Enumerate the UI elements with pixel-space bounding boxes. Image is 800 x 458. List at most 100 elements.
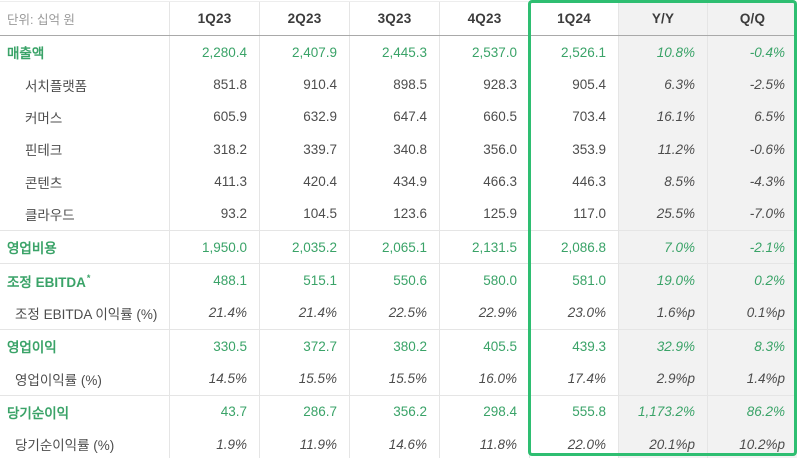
- cell-qq: -2.1%: [708, 231, 797, 264]
- cell-qq: 0.1%p: [708, 296, 797, 330]
- table-row: 영업이익률 (%) 14.5% 15.5% 15.5% 16.0% 17.4% 2.9%p 1…: [0, 362, 797, 395]
- row-label-text: 매출액: [7, 46, 45, 62]
- table-row: 커머스 605.9 632.9 647.4 660.5 703.4 16.1% 6.5%: [0, 100, 797, 134]
- row-label: 매출액: [0, 36, 170, 69]
- cell-2q23: 420.4: [260, 165, 350, 198]
- row-label: 영업비용: [0, 231, 170, 264]
- column-header-2q23: 2Q23: [260, 2, 350, 35]
- cell-2q23: 515.1: [260, 264, 350, 297]
- cell-1q23: 851.8: [170, 68, 260, 101]
- cell-3q23: 356.2: [350, 395, 440, 429]
- table-row: 영업이익 330.5 372.7 380.2 405.5 439.3 32.9% 8.3%: [0, 329, 797, 363]
- unit-label: 단위: 십억 원: [0, 2, 170, 35]
- cell-2q23: 286.7: [260, 395, 350, 429]
- row-label: 조정 EBITDA 이익률 (%): [0, 296, 170, 330]
- cell-2q23: 2,407.9: [260, 36, 350, 69]
- table-row: 핀테크 318.2 339.7 340.8 356.0 353.9 11.2% -0.6%: [0, 133, 797, 166]
- cell-2q23: 21.4%: [260, 296, 350, 330]
- cell-yy: 19.0%: [619, 264, 708, 297]
- cell-1q24: 905.4: [530, 68, 619, 101]
- row-label-text: 조정 EBITDA*: [7, 273, 91, 290]
- cell-1q24: 22.0%: [530, 428, 619, 458]
- cell-4q23: 580.0: [440, 264, 530, 297]
- cell-4q23: 928.3: [440, 68, 530, 101]
- cell-1q24: 439.3: [530, 330, 619, 363]
- cell-2q23: 339.7: [260, 133, 350, 166]
- cell-3q23: 14.6%: [350, 428, 440, 458]
- cell-3q23: 15.5%: [350, 362, 440, 395]
- cell-4q23: 660.5: [440, 100, 530, 134]
- row-label-text: 당기순이익: [7, 405, 70, 421]
- cell-qq: 0.2%: [708, 264, 797, 297]
- cell-4q23: 16.0%: [440, 362, 530, 395]
- cell-qq: -0.4%: [708, 36, 797, 69]
- cell-1q23: 93.2: [170, 197, 260, 231]
- column-header-yy: Y/Y: [619, 2, 708, 35]
- row-label-text: 콘텐츠: [25, 175, 63, 191]
- cell-4q23: 298.4: [440, 395, 530, 429]
- row-label: 영업이익: [0, 330, 170, 363]
- cell-1q23: 488.1: [170, 264, 260, 297]
- cell-3q23: 123.6: [350, 197, 440, 231]
- cell-3q23: 550.6: [350, 264, 440, 297]
- cell-1q23: 318.2: [170, 133, 260, 166]
- table-row: 조정 EBITDA* 488.1 515.1 550.6 580.0 581.0 19.0%…: [0, 263, 797, 297]
- cell-yy: 32.9%: [619, 330, 708, 363]
- cell-1q24: 2,526.1: [530, 36, 619, 69]
- row-label-text: 영업비용: [7, 241, 57, 257]
- table-row: 영업비용 1,950.0 2,035.2 2,065.1 2,131.5 2,086.8 7…: [0, 230, 797, 264]
- table-row: 당기순이익률 (%) 1.9% 11.9% 14.6% 11.8% 22.0% 20.1%p…: [0, 428, 797, 458]
- cell-yy: 20.1%p: [619, 428, 708, 458]
- row-label: 조정 EBITDA*: [0, 264, 170, 297]
- cell-3q23: 898.5: [350, 68, 440, 101]
- footnote-asterisk: *: [86, 273, 91, 284]
- cell-1q24: 353.9: [530, 133, 619, 166]
- cell-3q23: 380.2: [350, 330, 440, 363]
- table-row: 매출액 2,280.4 2,407.9 2,445.3 2,537.0 2,526.1 10…: [0, 36, 797, 69]
- row-label-text: 영업이익률 (%): [15, 372, 102, 388]
- cell-3q23: 340.8: [350, 133, 440, 166]
- column-header-qq: Q/Q: [708, 2, 797, 35]
- cell-yy: 8.5%: [619, 165, 708, 198]
- cell-2q23: 372.7: [260, 330, 350, 363]
- cell-1q23: 1,950.0: [170, 231, 260, 264]
- cell-qq: -0.6%: [708, 133, 797, 166]
- row-label-text: 핀테크: [25, 143, 63, 159]
- cell-1q24: 581.0: [530, 264, 619, 297]
- cell-1q23: 2,280.4: [170, 36, 260, 69]
- row-label-text: 영업이익: [7, 340, 57, 356]
- cell-yy: 10.8%: [619, 36, 708, 69]
- cell-qq: 86.2%: [708, 395, 797, 429]
- column-header-1q24: 1Q24: [530, 2, 619, 35]
- table-body: 매출액 2,280.4 2,407.9 2,445.3 2,537.0 2,526.1 10…: [0, 36, 797, 458]
- cell-3q23: 22.5%: [350, 296, 440, 330]
- table-row: 콘텐츠 411.3 420.4 434.9 466.3 446.3 8.5% -4.3%: [0, 165, 797, 198]
- cell-1q24: 23.0%: [530, 296, 619, 330]
- cell-qq: -4.3%: [708, 165, 797, 198]
- cell-yy: 6.3%: [619, 68, 708, 101]
- cell-1q24: 703.4: [530, 100, 619, 134]
- cell-yy: 1.6%p: [619, 296, 708, 330]
- cell-qq: 6.5%: [708, 100, 797, 134]
- cell-2q23: 2,035.2: [260, 231, 350, 264]
- cell-1q23: 1.9%: [170, 428, 260, 458]
- cell-yy: 7.0%: [619, 231, 708, 264]
- cell-3q23: 434.9: [350, 165, 440, 198]
- row-label: 서치플랫폼: [0, 68, 170, 101]
- cell-yy: 2.9%p: [619, 362, 708, 395]
- row-label: 당기순이익: [0, 395, 170, 429]
- cell-1q24: 555.8: [530, 395, 619, 429]
- cell-yy: 16.1%: [619, 100, 708, 134]
- cell-qq: -2.5%: [708, 68, 797, 101]
- row-label: 핀테크: [0, 133, 170, 166]
- cell-2q23: 910.4: [260, 68, 350, 101]
- cell-2q23: 15.5%: [260, 362, 350, 395]
- table-row: 클라우드 93.2 104.5 123.6 125.9 117.0 25.5% -7.0%: [0, 197, 797, 231]
- table-row: 서치플랫폼 851.8 910.4 898.5 928.3 905.4 6.3% -2.5%: [0, 68, 797, 101]
- cell-yy: 25.5%: [619, 197, 708, 231]
- cell-yy: 1,173.2%: [619, 395, 708, 429]
- cell-1q23: 605.9: [170, 100, 260, 134]
- cell-4q23: 125.9: [440, 197, 530, 231]
